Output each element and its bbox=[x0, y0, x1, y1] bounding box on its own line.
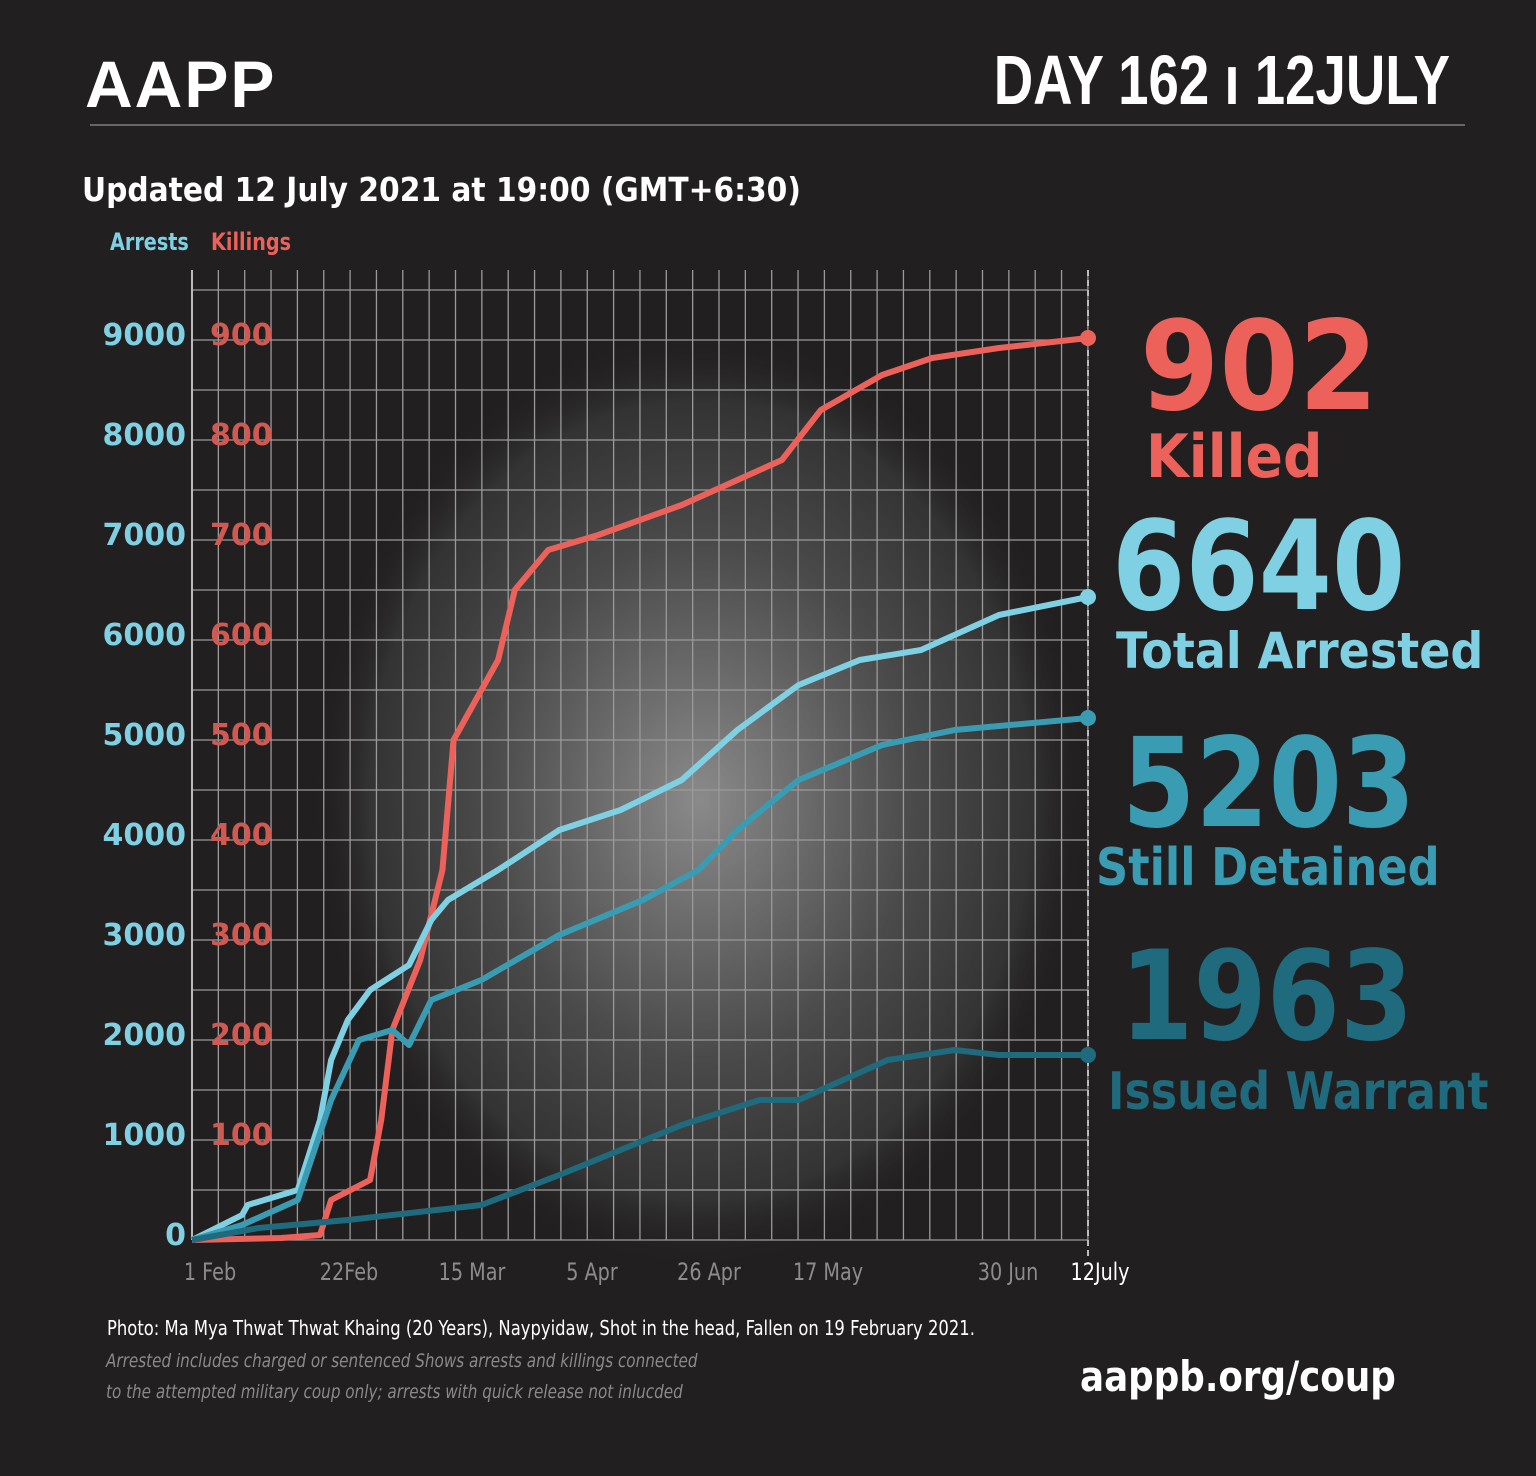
series-line-still-detained bbox=[191, 715, 1089, 1243]
series-end-point bbox=[1080, 589, 1096, 605]
photo-portrait bbox=[310, 330, 1090, 1270]
day-label: DAY 162 ı 12JULY bbox=[993, 41, 1450, 119]
series-end-point bbox=[1080, 1047, 1096, 1063]
x-tick-label: 12July bbox=[1070, 1258, 1130, 1286]
y-tick-arrests: 7000 bbox=[102, 518, 187, 553]
killed-label: Killed bbox=[1146, 422, 1323, 492]
x-tick-label: 17 May bbox=[793, 1258, 864, 1286]
detained-count: 5203 bbox=[1122, 712, 1416, 856]
divider bbox=[90, 124, 1465, 126]
y-tick-killings: 400 bbox=[210, 818, 273, 853]
footnote-line-1: Arrested includes charged or sentenced S… bbox=[106, 1350, 698, 1372]
series-line-issued-warrant bbox=[191, 1047, 1088, 1243]
y-tick-arrests: 6000 bbox=[102, 618, 187, 653]
x-tick-label: 30 Jun bbox=[977, 1258, 1039, 1286]
footnote-line-2: to the attempted military coup only; arr… bbox=[106, 1381, 683, 1403]
y-tick-arrests: 9000 bbox=[102, 318, 187, 353]
y-tick-arrests: 8000 bbox=[102, 418, 187, 453]
legend-arrests: Arrests bbox=[110, 228, 189, 256]
y-tick-arrests: 3000 bbox=[102, 918, 187, 953]
series-line-total-arrested bbox=[190, 594, 1089, 1243]
y-tick-killings: 700 bbox=[210, 518, 273, 553]
arrested-count: 6640 bbox=[1112, 495, 1406, 639]
x-tick-label: 22Feb bbox=[319, 1258, 379, 1286]
y-tick-killings: 800 bbox=[210, 418, 273, 453]
y-tick-killings: 200 bbox=[210, 1018, 273, 1053]
x-tick-label: 26 Apr bbox=[677, 1258, 742, 1286]
series-line-killed bbox=[191, 335, 1089, 1243]
y-tick-arrests: 2000 bbox=[102, 1018, 187, 1053]
warrant-label: Issued Warrant bbox=[1108, 1062, 1489, 1122]
detained-label: Still Detained bbox=[1096, 838, 1440, 898]
y-tick-arrests: 5000 bbox=[102, 718, 187, 753]
photo-caption: Photo: Ma Mya Thwat Thwat Khaing (20 Yea… bbox=[107, 1316, 975, 1340]
logo: AAPP bbox=[85, 47, 277, 121]
killed-count: 902 bbox=[1140, 295, 1379, 439]
series-end-point bbox=[1080, 710, 1096, 726]
grid bbox=[191, 270, 1089, 1260]
y-tick-arrests: 1000 bbox=[102, 1118, 187, 1153]
y-tick-killings: 900 bbox=[210, 318, 273, 353]
warrant-count: 1963 bbox=[1120, 925, 1414, 1069]
y-tick-killings: 100 bbox=[210, 1118, 273, 1153]
x-tick-label: 15 Mar bbox=[438, 1258, 506, 1286]
y-tick-arrests: 4000 bbox=[102, 818, 187, 853]
legend-killings: Killings bbox=[211, 228, 292, 256]
y-tick-killings: 500 bbox=[210, 718, 273, 753]
x-tick-label: 1 Feb bbox=[183, 1258, 237, 1286]
arrested-label: Total Arrested bbox=[1116, 622, 1484, 680]
series-end-point bbox=[1080, 330, 1096, 346]
y-tick-killings: 300 bbox=[210, 918, 273, 953]
x-tick-label: 5 Apr bbox=[565, 1258, 618, 1286]
y-tick-arrests: 0 bbox=[165, 1218, 186, 1253]
website-link[interactable]: aappb.org/coup bbox=[1080, 1352, 1396, 1401]
updated-timestamp: Updated 12 July 2021 at 19:00 (GMT+6:30) bbox=[82, 170, 801, 209]
y-tick-killings: 600 bbox=[210, 618, 273, 653]
